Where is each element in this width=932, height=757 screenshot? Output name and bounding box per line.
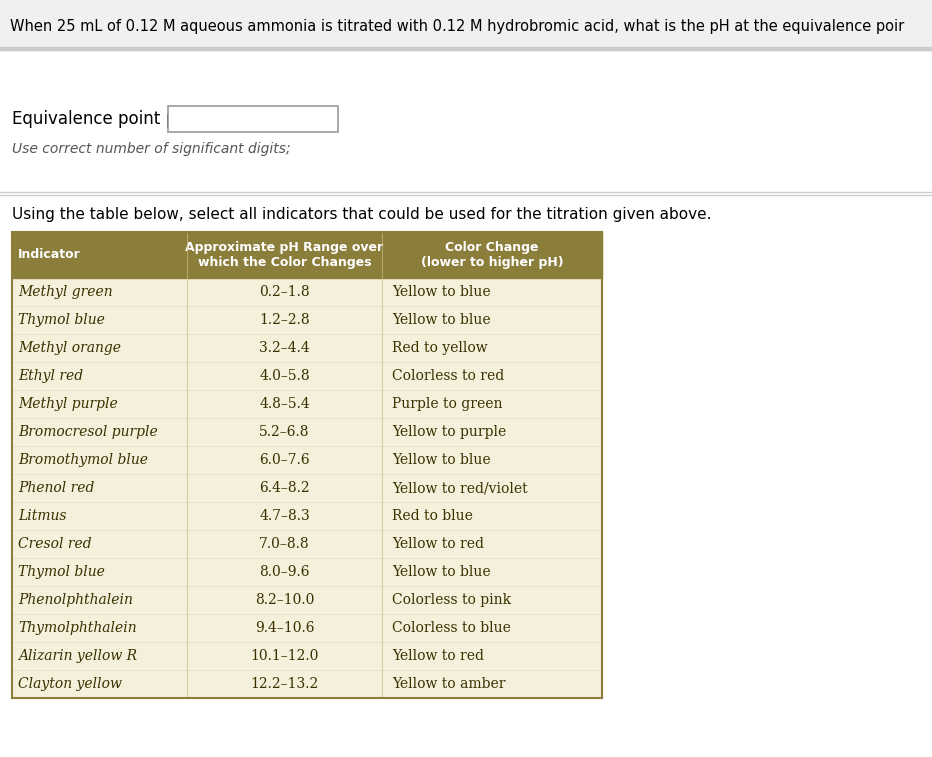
Text: Colorless to red: Colorless to red — [392, 369, 504, 383]
Text: 0.2–1.8: 0.2–1.8 — [259, 285, 309, 299]
Text: Yellow to blue: Yellow to blue — [392, 285, 490, 299]
Text: Phenolphthalein: Phenolphthalein — [18, 593, 133, 607]
Text: Yellow to amber: Yellow to amber — [392, 677, 505, 691]
Text: 9.4–10.6: 9.4–10.6 — [254, 621, 314, 635]
Text: Yellow to red: Yellow to red — [392, 537, 484, 551]
Bar — [12, 232, 602, 698]
Text: 5.2–6.8: 5.2–6.8 — [259, 425, 309, 439]
Text: Yellow to red: Yellow to red — [392, 649, 484, 663]
Text: Yellow to blue: Yellow to blue — [392, 313, 490, 327]
Text: Thymol blue: Thymol blue — [18, 565, 105, 579]
Text: Methyl purple: Methyl purple — [18, 397, 117, 411]
Text: Thymolphthalein: Thymolphthalein — [18, 621, 137, 635]
Text: Bromocresol purple: Bromocresol purple — [18, 425, 158, 439]
Text: Red to yellow: Red to yellow — [392, 341, 487, 355]
Text: Use correct number of significant digits;: Use correct number of significant digits… — [12, 142, 291, 156]
Bar — [12, 232, 602, 278]
Text: Purple to green: Purple to green — [392, 397, 502, 411]
Text: Cresol red: Cresol red — [18, 537, 91, 551]
Text: Colorless to pink: Colorless to pink — [392, 593, 511, 607]
Text: Using the table below, select all indicators that could be used for the titratio: Using the table below, select all indica… — [12, 207, 711, 222]
Text: 8.2–10.0: 8.2–10.0 — [254, 593, 314, 607]
Text: Indicator: Indicator — [18, 248, 81, 261]
Text: 4.7–8.3: 4.7–8.3 — [259, 509, 309, 523]
Text: Red to blue: Red to blue — [392, 509, 473, 523]
Text: Thymol blue: Thymol blue — [18, 313, 105, 327]
Bar — [0, 0, 932, 47]
Text: Ethyl red: Ethyl red — [18, 369, 83, 383]
Bar — [0, 47, 932, 50]
Text: 4.8–5.4: 4.8–5.4 — [259, 397, 309, 411]
Text: Methyl orange: Methyl orange — [18, 341, 121, 355]
Text: 6.0–7.6: 6.0–7.6 — [259, 453, 309, 467]
Text: 12.2–13.2: 12.2–13.2 — [251, 677, 319, 691]
Text: 6.4–8.2: 6.4–8.2 — [259, 481, 309, 495]
Bar — [12, 232, 602, 698]
Text: When 25 mL of 0.12 M aqueous ammonia is titrated with 0.12 M hydrobromic acid, w: When 25 mL of 0.12 M aqueous ammonia is … — [10, 20, 904, 35]
Text: 10.1–12.0: 10.1–12.0 — [251, 649, 319, 663]
Text: Phenol red: Phenol red — [18, 481, 94, 495]
Text: Approximate pH Range over
which the Color Changes: Approximate pH Range over which the Colo… — [185, 241, 384, 269]
Bar — [168, 106, 338, 132]
Text: Equivalence point pH =: Equivalence point pH = — [12, 110, 208, 128]
Text: 4.0–5.8: 4.0–5.8 — [259, 369, 309, 383]
Text: Yellow to blue: Yellow to blue — [392, 453, 490, 467]
Text: 3.2–4.4: 3.2–4.4 — [259, 341, 309, 355]
Text: 7.0–8.8: 7.0–8.8 — [259, 537, 309, 551]
Text: 1.2–2.8: 1.2–2.8 — [259, 313, 309, 327]
Text: Alizarin yellow R: Alizarin yellow R — [18, 649, 137, 663]
Text: Litmus: Litmus — [18, 509, 66, 523]
Text: 8.0–9.6: 8.0–9.6 — [259, 565, 309, 579]
Text: Yellow to red/violet: Yellow to red/violet — [392, 481, 528, 495]
Text: Clayton yellow: Clayton yellow — [18, 677, 122, 691]
Text: Methyl green: Methyl green — [18, 285, 113, 299]
Text: Colorless to blue: Colorless to blue — [392, 621, 511, 635]
Text: Bromothymol blue: Bromothymol blue — [18, 453, 148, 467]
Text: Yellow to purple: Yellow to purple — [392, 425, 506, 439]
Text: Color Change
(lower to higher pH): Color Change (lower to higher pH) — [420, 241, 563, 269]
Text: Yellow to blue: Yellow to blue — [392, 565, 490, 579]
